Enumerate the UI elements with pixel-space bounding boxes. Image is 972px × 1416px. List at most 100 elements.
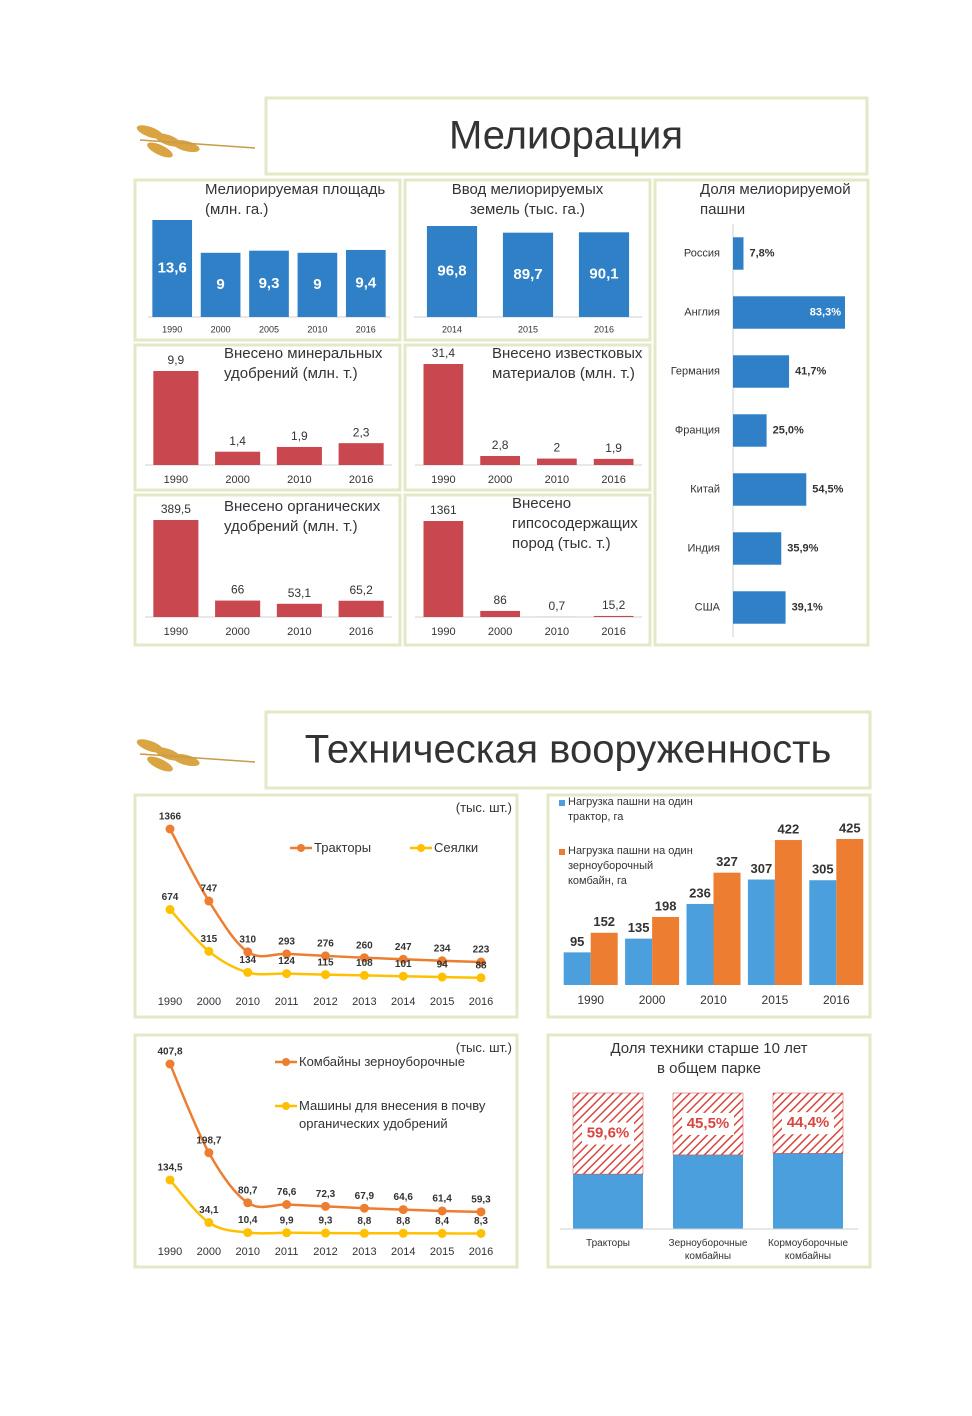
- x-tick-label: 2016: [469, 1246, 493, 1258]
- point: [165, 824, 175, 834]
- value-label: 234: [434, 943, 451, 954]
- value-label: 135: [628, 920, 650, 935]
- x-tick-label: 2000: [488, 626, 512, 638]
- x-tick-label: 2014: [442, 324, 462, 334]
- value-label: 54,5%: [812, 483, 843, 495]
- x-tick-label: 2011: [275, 996, 299, 1008]
- y-tick-label: Англия: [684, 306, 720, 318]
- x-tick-label: 1990: [577, 993, 604, 1007]
- x-tick-label: Тракторы: [586, 1238, 630, 1249]
- point: [282, 1228, 292, 1238]
- value-label: 35,9%: [787, 542, 818, 554]
- bar: [502, 232, 554, 317]
- value-label: 53,1: [288, 586, 312, 600]
- x-tick-label: 2016: [601, 474, 625, 486]
- header-box: [264, 96, 869, 176]
- value-label: 8,8: [396, 1216, 410, 1227]
- annotation: (тыс. шт.): [455, 1040, 512, 1055]
- bar: [774, 840, 802, 985]
- value-label: 9: [216, 276, 224, 293]
- value-label: 247: [395, 942, 412, 953]
- value-label: 108: [356, 958, 373, 969]
- value-label: 67,9: [355, 1191, 375, 1202]
- bar: [426, 226, 478, 317]
- value-label: 59,3: [471, 1194, 491, 1205]
- bar: [578, 232, 630, 317]
- panel: [133, 1033, 519, 1269]
- value-label: 315: [201, 934, 218, 945]
- point: [398, 1228, 408, 1238]
- x-tick-label: 2000: [639, 993, 666, 1007]
- point: [282, 949, 292, 959]
- x-tick-label: 2014: [391, 996, 415, 1008]
- bar: [733, 355, 790, 388]
- x-tick-label: 1990: [164, 474, 188, 486]
- x-tick-label: 2014: [391, 1246, 415, 1258]
- bar: [152, 220, 193, 317]
- value-label: 310: [239, 935, 256, 946]
- value-label: 9,3: [259, 275, 280, 292]
- value-label: 61,4: [432, 1194, 452, 1205]
- value-label: 198: [655, 898, 677, 913]
- point: [204, 946, 214, 956]
- bar: [345, 249, 386, 317]
- value-label: 95: [570, 934, 584, 949]
- point: [282, 1200, 292, 1210]
- value-label: 293: [278, 937, 295, 948]
- bar: [423, 364, 464, 465]
- value-label: 2,3: [353, 425, 370, 439]
- bar: [733, 296, 845, 329]
- x-tick-label: 1990: [164, 626, 188, 638]
- point: [165, 1059, 175, 1069]
- legend-marker: [559, 800, 565, 806]
- value-label: 101: [395, 959, 412, 970]
- value-label: 134,5: [157, 1163, 182, 1174]
- point: [437, 1228, 447, 1238]
- x-tick-label: 2010: [287, 626, 311, 638]
- value-label: 9,9: [168, 353, 185, 367]
- value-label: 674: [162, 892, 179, 903]
- value-label: 8,8: [357, 1216, 371, 1227]
- x-tick-label: 2000: [197, 996, 221, 1008]
- point: [165, 905, 175, 915]
- value-label: 89,7: [513, 266, 542, 283]
- value-label: 39,1%: [792, 601, 823, 613]
- value-label: 83,3%: [810, 306, 841, 318]
- x-tick-label: 2016: [601, 626, 625, 638]
- x-tick-label: 2015: [430, 996, 454, 1008]
- label-box: [682, 1112, 734, 1135]
- bar: [590, 932, 618, 985]
- point: [321, 1201, 330, 1211]
- value-label: 7,8%: [749, 247, 774, 259]
- bar: [276, 603, 322, 617]
- point: [243, 1228, 253, 1238]
- point: [398, 971, 408, 981]
- x-tick-label: 2010: [236, 996, 260, 1008]
- x-tick-label: 2013: [352, 996, 376, 1008]
- x-tick-label: 2016: [469, 996, 493, 1008]
- y-tick-label: Россия: [684, 247, 720, 259]
- chart-title: Внесено гипсосодержащих пород (тыс. т.): [512, 495, 638, 552]
- x-tick-label: 2016: [594, 324, 614, 334]
- x-tick-label: 2016: [349, 474, 373, 486]
- value-label: 94: [437, 960, 449, 971]
- x-tick-label: 2000: [211, 324, 231, 334]
- x-tick-label: 2016: [823, 993, 850, 1007]
- value-label: 72,3: [316, 1189, 336, 1200]
- bar: [215, 600, 261, 617]
- point: [204, 1218, 214, 1228]
- value-label: 13,6: [158, 259, 187, 276]
- chart-title: Мелиорируемая площадь (млн. га.): [205, 181, 386, 218]
- point: [476, 1228, 486, 1238]
- y-tick-label: США: [695, 601, 721, 613]
- value-label: 223: [473, 945, 490, 956]
- value-label: 90,1: [589, 266, 618, 283]
- bar: [747, 879, 775, 985]
- y-tick-label: Индия: [687, 542, 720, 554]
- legend-label: Тракторы: [314, 840, 372, 855]
- bar: [297, 252, 338, 317]
- x-tick-label: 1990: [431, 626, 455, 638]
- x-tick-label: 1990: [158, 996, 182, 1008]
